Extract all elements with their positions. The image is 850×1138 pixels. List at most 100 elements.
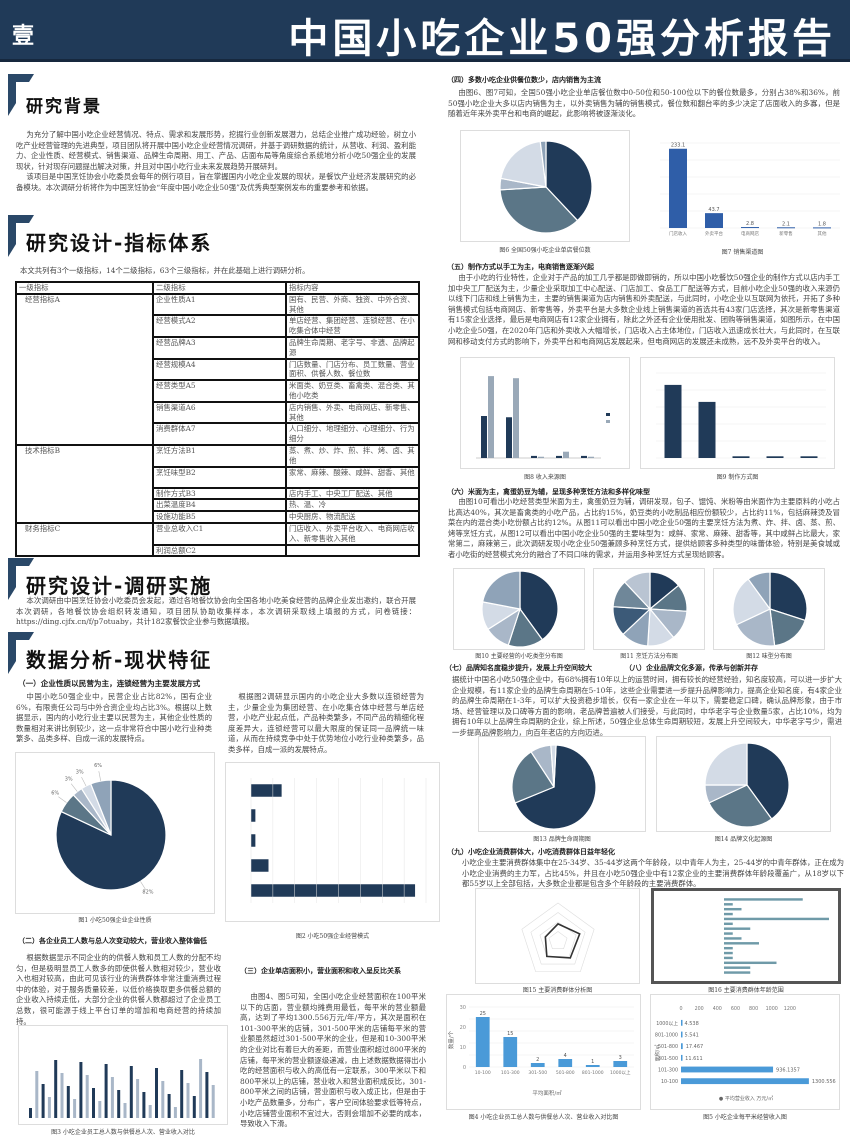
section-header-implementation: 研究设计-调研实施: [8, 558, 308, 600]
pie-slice: [514, 744, 597, 830]
level1-cell: 技术指标B: [14, 443, 155, 524]
figure-14-caption: 图14 品牌文化起源图: [714, 836, 773, 843]
bar: [538, 456, 544, 458]
content-cell: 店内销售、外卖、电商网店、新零售、其他: [285, 400, 420, 425]
bar: [724, 956, 733, 960]
x-tick-label: 200: [695, 1006, 704, 1012]
bar-value-label: 2: [536, 1057, 539, 1063]
bar: [29, 1108, 32, 1118]
bar: [724, 951, 733, 955]
figure-12-caption: 图12 味型分布图: [746, 653, 792, 660]
legend-swatch: [606, 413, 610, 416]
pie-slice: [539, 140, 547, 188]
page-title: 中国小吃企业50强分析报告: [288, 16, 836, 62]
bar: [251, 809, 256, 822]
bar: [211, 1085, 215, 1118]
bar-value-label: 2.8: [746, 221, 754, 227]
bar: [251, 884, 416, 897]
category-label: 10-100: [661, 1079, 678, 1085]
bar: [681, 1019, 683, 1026]
level2-cell: 经营规模A4: [152, 357, 287, 382]
section-header-analysis: 数据分析-现状特征: [8, 632, 308, 674]
analysis-3-text: 由图4、图5可知，全国小吃企业经营面积在100平米以下的店面，营业额均摊费用最低…: [240, 992, 426, 1129]
bar: [47, 1097, 51, 1118]
bar: [766, 456, 784, 458]
level2-cell: 烹饪方法B1: [152, 443, 287, 468]
table-row: 利润总额C2: [16, 543, 420, 558]
table-row: 财务指标C 营业总收入C1 门店收入、外卖平台收入、电商网店收入、新零售收入其他: [14, 521, 420, 558]
pie-slice: [747, 571, 771, 611]
bar: [66, 1086, 70, 1118]
bar: [724, 907, 742, 911]
bar: [681, 1066, 774, 1073]
bar: [79, 1062, 83, 1118]
pie-slice: [732, 578, 771, 626]
pie-slice: [545, 140, 593, 222]
figure-1: 82% 6% 3% 3% 6%: [15, 752, 215, 914]
bar-value-label: 43.7: [708, 207, 719, 213]
bar: [199, 1059, 203, 1118]
subheading-3: （三）企业单店面积小，营业面积和收入呈反比关系: [240, 967, 401, 975]
leader-line: [58, 796, 67, 803]
pie-slice: [550, 744, 557, 788]
figure-8-caption: 图8 收入来源图: [524, 474, 566, 481]
figure-9-caption: 图9 制作方式图: [716, 474, 759, 481]
legend-label: ● 平均营业收入 万元/㎡: [719, 1095, 773, 1102]
bar: [136, 1079, 140, 1118]
bar-value-label: 1300.556: [812, 1079, 836, 1085]
bar-value-label: 17.467: [686, 1044, 704, 1050]
pie-slice: [481, 570, 521, 610]
bar: [251, 859, 269, 872]
bar: [60, 1073, 64, 1118]
table-header: 指标内容: [285, 281, 420, 295]
bar: [205, 1072, 209, 1118]
bar: [513, 378, 519, 458]
table-header-row: 一级指标 二级指标 指标内容: [14, 281, 420, 295]
bar: [155, 1068, 158, 1118]
bar: [800, 456, 818, 458]
subheading-7: （七）品牌知名度稳步提升，发展上升空间较大: [445, 664, 592, 672]
figure-6: [460, 130, 630, 242]
content-cell: [285, 543, 420, 558]
bar-value-label: 936.1357: [776, 1067, 800, 1073]
bar: [92, 1088, 95, 1118]
bar: [724, 942, 759, 945]
table-row: 烹饪味型B2 家常、麻辣、酸辣、咸鲜、甜香、其他: [16, 465, 420, 489]
pie-slice: [735, 608, 776, 647]
bar: [741, 227, 759, 229]
table-row: 经营模式A2 单店经营、集团经营、连锁经营、在小吃集合体中经营: [16, 314, 420, 338]
bar: [724, 937, 742, 940]
leader-line: [98, 771, 101, 782]
table-row: 销售渠道A6 店内销售、外卖、电商网店、新零售、其他: [16, 400, 420, 425]
figure-9: [640, 357, 835, 469]
figure-3-caption: 图3 小吃企业员工总人数与供餐总人次、营业收入对比: [51, 1129, 195, 1136]
category-label: 801-1000: [655, 1032, 678, 1038]
bar: [186, 1083, 190, 1118]
analysis-4-text: 由图6、图7可知，全国50强小吃企业单店餐位数中0-50位和50-100位以下的…: [448, 88, 840, 119]
content-cell: 国有、民营、外商、独资、中外合资、其他: [285, 292, 420, 317]
bar: [664, 384, 682, 458]
slice-label: 6%: [51, 790, 59, 796]
category-label: 801-1000: [582, 1070, 604, 1076]
analysis-1-text-b: 根据图2调研显示国内的小吃企业大多数以连锁经营为主，少量企业为集团经营、在小吃集…: [228, 692, 424, 754]
content-cell: 品牌生命周期、老字号、非遗、品牌起源: [285, 336, 420, 360]
bar: [777, 227, 795, 229]
figure-2: [225, 762, 440, 922]
figure-10: [453, 568, 585, 650]
bar: [123, 1103, 127, 1118]
bar: [85, 1075, 89, 1118]
bar: [669, 148, 687, 228]
pie-slice: [769, 608, 806, 647]
category-label: 501-800: [658, 1044, 678, 1050]
bar: [724, 961, 777, 965]
background-text: 为充分了解中国小吃企业经营情况、特点、需求和发展形势，挖掘行业创新发展潜力，总结…: [16, 130, 416, 192]
bar: [585, 1065, 600, 1067]
level1-cell: 经营指标A: [14, 292, 155, 446]
slice-label: 6%: [94, 763, 102, 769]
figure-6-caption: 图6 全国50强小吃企业单店餐位数: [499, 247, 591, 254]
figure-16: [651, 888, 841, 984]
radar-grid: [530, 912, 586, 965]
y-tick-label: 30: [460, 1005, 466, 1011]
content-cell: 蒸、煮、炒、炸、煎、拌、烤、卤、其他: [285, 443, 420, 468]
analysis-1-text-a: 中国小吃50强企业中，民营企业占比82%，国有企业6%，有限责任公司与中外合资企…: [16, 692, 212, 744]
